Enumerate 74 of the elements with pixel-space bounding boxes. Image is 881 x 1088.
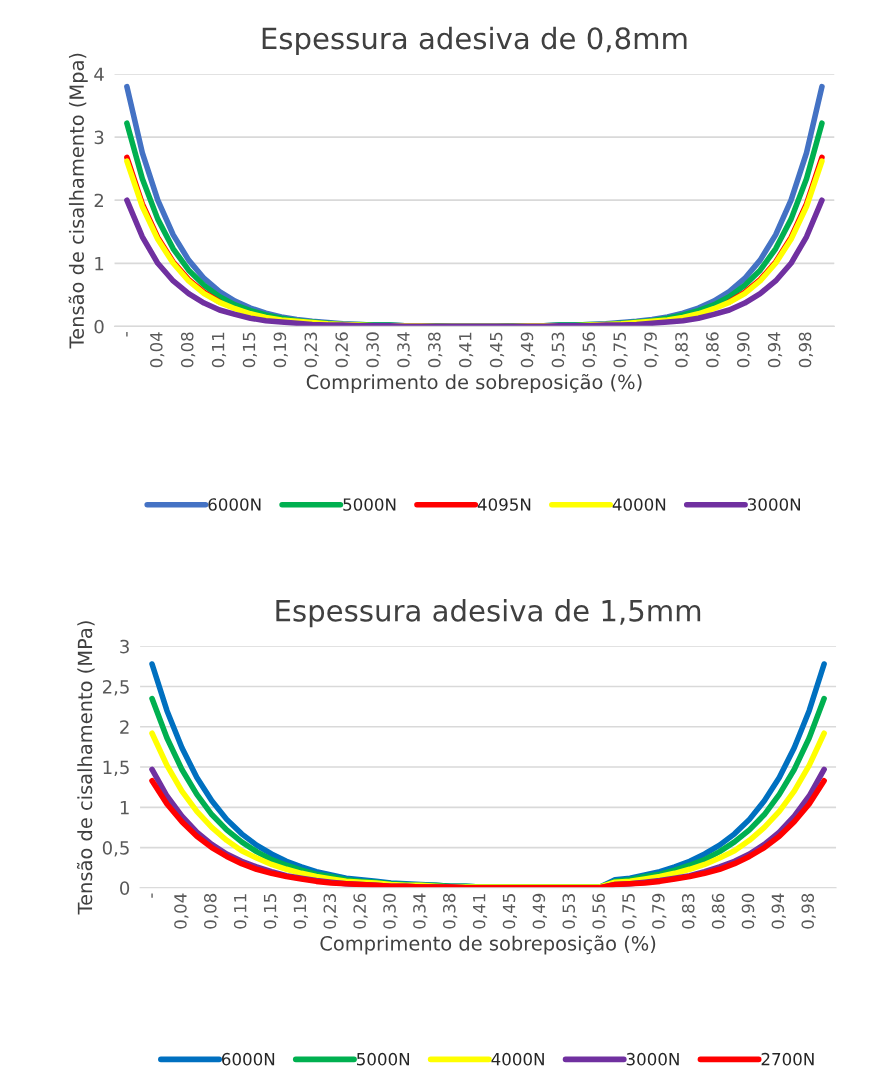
- x-tick-label: 0,75: [613, 332, 628, 368]
- y-axis-title: Tensão de cisalhamento (MPa): [76, 621, 95, 915]
- y-tick-label: 2,5: [102, 679, 129, 696]
- legend-label: 3000N: [626, 1052, 679, 1066]
- y-tick-label: 3: [94, 130, 104, 145]
- x-tick-label: 0,56: [582, 332, 597, 368]
- x-tick-label: 0,41: [472, 894, 488, 929]
- x-tick-label: 0,38: [428, 332, 443, 368]
- x-tick-label: 0,30: [383, 893, 398, 929]
- x-tick-label: 0,30: [366, 332, 381, 368]
- x-tick-label: 0,53: [562, 894, 577, 929]
- x-tick-label: 0,98: [798, 332, 814, 368]
- x-tick-label: 0,86: [711, 893, 727, 929]
- y-tick-label: 1: [120, 800, 129, 815]
- x-tick-label: 0,04: [150, 332, 165, 368]
- x-tick-label: 0,90: [741, 893, 756, 929]
- x-tick-label: 0,45: [489, 332, 505, 368]
- x-tick-label: 0,26: [353, 893, 368, 929]
- x-tick-label: 0,19: [293, 893, 308, 929]
- chart-title: Espessura adesiva de 1,5mm: [276, 599, 701, 628]
- x-tick-label: -: [126, 332, 128, 337]
- x-tick-label: 0,75: [622, 894, 637, 929]
- y-tick-label: 1: [95, 256, 104, 271]
- x-tick-label: 0,41: [458, 332, 474, 368]
- x-tick-label: 0,56: [592, 893, 607, 929]
- x-tick-label: 0,08: [180, 332, 196, 368]
- y-tick-label: 3: [120, 639, 129, 654]
- x-axis-title: Comprimento de sobreposição (%): [306, 373, 642, 394]
- x-tick-label: 0,23: [323, 894, 338, 929]
- y-tick-label: 0,5: [102, 841, 129, 857]
- x-tick-label: 0,23: [304, 332, 319, 368]
- x-axis-title: Comprimento de sobreposição (%): [320, 935, 656, 955]
- legend-label: 4095N: [477, 498, 531, 511]
- x-tick-label: 0,49: [532, 893, 547, 929]
- y-tick-label: 1,5: [103, 760, 129, 776]
- x-tick-label: 0,15: [242, 332, 257, 368]
- y-tick-label: 0: [94, 319, 104, 334]
- x-tick-label: 0,49: [520, 332, 536, 368]
- x-tick-label: 0,34: [397, 332, 412, 368]
- legend-label: 4000N: [612, 498, 666, 511]
- y-tick-label: 2: [120, 720, 129, 734]
- y-tick-label: 4: [94, 67, 104, 81]
- x-tick-label: 0,94: [771, 893, 786, 929]
- x-tick-label: 0,83: [675, 332, 690, 368]
- x-tick-label: 0,90: [736, 332, 752, 368]
- x-tick-label: 0,04: [174, 893, 189, 929]
- legend-label: 5000N: [343, 498, 396, 511]
- x-tick-label: 0,11: [211, 332, 227, 368]
- x-tick-label: 0,34: [413, 893, 428, 929]
- x-tick-label: 0,86: [706, 332, 721, 368]
- x-tick-label: 0,26: [335, 332, 350, 368]
- x-tick-label: 0,53: [551, 332, 566, 368]
- x-tick-label: -: [151, 893, 153, 898]
- x-tick-label: 0,98: [801, 893, 816, 929]
- x-tick-label: 0,19: [273, 332, 288, 368]
- y-tick-label: 2: [94, 193, 103, 208]
- x-tick-label: 0,94: [767, 332, 783, 368]
- legend-label: 2700N: [761, 1052, 814, 1066]
- x-tick-label: 0,08: [204, 893, 219, 929]
- legend-label: 4000N: [491, 1052, 544, 1066]
- x-tick-label: 0,45: [502, 894, 518, 929]
- legend-label: 6000N: [222, 1052, 275, 1066]
- chart-title: Espessura adesiva de 0,8mm: [262, 26, 687, 56]
- y-tick-label: 0: [120, 881, 130, 895]
- legend-label: 5000N: [357, 1052, 409, 1066]
- x-tick-label: 0,15: [263, 894, 279, 929]
- legend-label: 3000N: [748, 498, 800, 511]
- x-tick-label: 0,38: [442, 893, 458, 929]
- x-tick-label: 0,83: [681, 894, 697, 929]
- legend-label: 6000N: [208, 498, 261, 511]
- x-tick-label: 0,79: [644, 332, 659, 368]
- y-axis-title: Tensão de cisalhamento (Mpa): [68, 53, 88, 349]
- x-tick-label: 0,11: [233, 894, 249, 929]
- x-tick-label: 0,79: [652, 893, 667, 929]
